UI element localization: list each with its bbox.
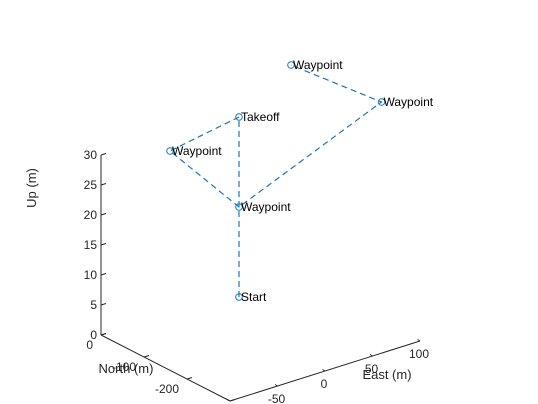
waypoint-markers — [166, 61, 386, 301]
waypoint-marker — [235, 293, 243, 301]
north-axis-line — [100, 334, 231, 402]
z-tick-label: 30 — [84, 148, 98, 162]
waypoint-labels: Start Takeoff Waypoint Waypoint Waypoint Wayp… — [172, 58, 434, 304]
z-tick-mark — [100, 213, 107, 216]
north-tick-label: 0 — [86, 338, 93, 352]
waypoint-marker — [166, 147, 174, 155]
z-tick-mark — [100, 303, 107, 306]
east-tick-mark — [227, 399, 231, 402]
waypoint-marker — [235, 203, 243, 211]
z-tick-mark — [100, 153, 107, 156]
z-tick-label: 10 — [84, 268, 98, 282]
north-tick-mark — [100, 333, 107, 336]
waypoint-label: Waypoint — [293, 58, 343, 72]
waypoint-marker — [235, 113, 243, 121]
east-tick-label: 0 — [321, 377, 328, 391]
east-tick-mark — [322, 369, 326, 372]
waypoint-marker — [287, 61, 295, 69]
north-tick-mark — [143, 355, 150, 358]
z-tick-label: 20 — [84, 208, 98, 222]
waypoint-label: Waypoint — [241, 200, 291, 214]
east-tick-mark — [369, 354, 373, 357]
north-tick-mark — [186, 377, 193, 380]
trajectory-line — [168, 64, 383, 297]
north-tick-label: -200 — [155, 382, 179, 396]
north-axis-label: North (m) — [99, 361, 154, 376]
east-tick-label: -50 — [268, 392, 286, 404]
z-axis-label: Up (m) — [24, 168, 39, 208]
waypoint-label: Waypoint — [384, 95, 434, 109]
waypoint-label: Start — [241, 290, 267, 304]
east-tick-label: 100 — [409, 347, 429, 361]
z-tick-label: 0 — [90, 328, 97, 342]
east-axis-label: East (m) — [362, 367, 411, 382]
waypoint-label: Waypoint — [172, 144, 222, 158]
east-tick-mark — [274, 384, 278, 387]
waypoint-label: Takeoff — [241, 110, 280, 124]
z-tick-label: 15 — [84, 238, 98, 252]
trajectory-path — [168, 64, 383, 297]
north-tick-mark — [229, 399, 236, 402]
z-tick-mark — [100, 183, 107, 186]
z-tick-mark — [100, 243, 107, 246]
north-tick-label: -100 — [112, 360, 136, 374]
z-tick-mark — [100, 273, 107, 276]
east-tick-mark — [417, 339, 421, 342]
axes: 0510152025300-100-200-300-100-50050100Up… — [24, 148, 429, 404]
z-tick-label: 5 — [90, 298, 97, 312]
z-tick-label: 25 — [84, 178, 98, 192]
east-tick-label: 50 — [365, 362, 379, 376]
waypoint-marker — [377, 98, 386, 106]
